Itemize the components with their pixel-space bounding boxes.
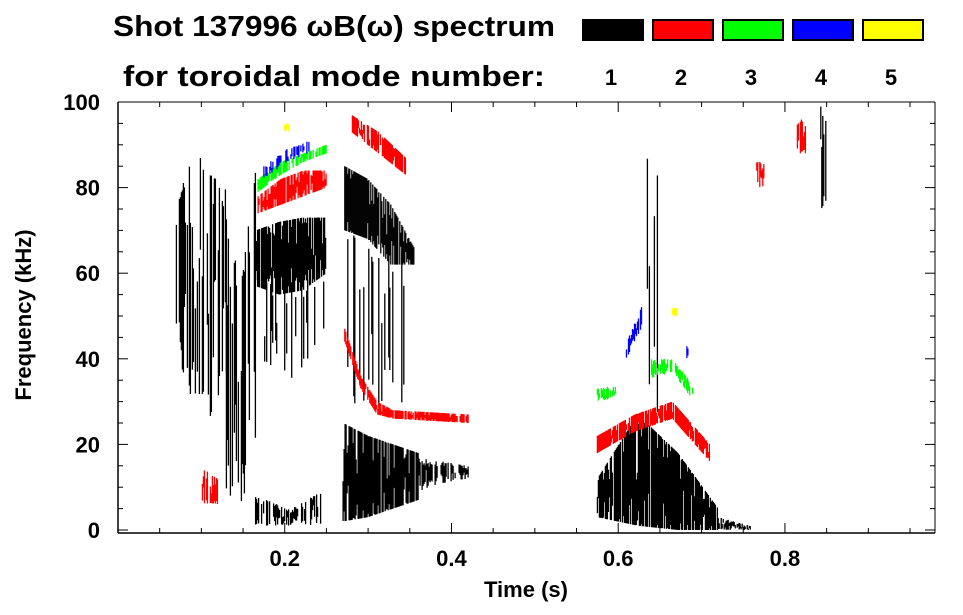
mode-1-feature (820, 106, 827, 209)
legend-swatch-mode-3 (722, 19, 784, 41)
y-tick-label: 80 (76, 176, 100, 201)
legend-label-mode-3: 3 (745, 65, 757, 90)
mode-1-feature (596, 416, 719, 530)
mode-2-feature (201, 470, 219, 504)
x-tick-label: 0.2 (269, 546, 300, 571)
chart-title: Shot 137996 ωB(ω) spectrum (113, 11, 555, 43)
x-tick-label: 0.8 (770, 546, 801, 571)
mode-1-feature (254, 217, 327, 295)
legend-swatch-mode-4 (792, 19, 854, 41)
mode-1-feature (225, 172, 257, 502)
mode-1-feature (254, 493, 322, 526)
legend-swatch-mode-5 (862, 19, 924, 41)
y-tick-label: 0 (88, 518, 100, 543)
axes: 0.2 0.4 0.6 0.8 0 20 40 60 80 100 (63, 90, 936, 571)
mode-2-feature (257, 170, 327, 214)
mode-4-feature (263, 141, 310, 178)
mode-2-feature (344, 328, 394, 418)
mode-4-feature (686, 346, 689, 359)
mode-1-feature (344, 166, 415, 265)
mode-2-feature (796, 119, 807, 154)
mode-1-feature (417, 458, 469, 490)
mode-3-feature (650, 358, 694, 396)
mode-1-feature (347, 235, 405, 407)
mode-2-feature (351, 115, 407, 175)
legend-swatch-mode-1 (582, 19, 644, 41)
mode-5-feature (671, 307, 678, 316)
chart-subtitle: for toroidal mode number: (123, 61, 545, 93)
x-tick-label: 0.6 (603, 546, 634, 571)
mode-3-feature (596, 386, 617, 401)
y-tick-label: 20 (76, 432, 100, 457)
legend-label-mode-5: 5 (885, 65, 897, 90)
mode-5-feature (284, 123, 290, 132)
legend: 1 2 3 4 5 (582, 19, 924, 90)
mode-4-feature (625, 307, 643, 358)
mode-2-feature (756, 162, 765, 187)
mode-1-feature (717, 518, 751, 530)
y-tick-label: 100 (63, 90, 100, 115)
mode-1-feature (264, 279, 325, 378)
legend-swatch-mode-2 (652, 19, 714, 41)
x-axis-label: Time (s) (484, 577, 568, 602)
y-axis-label: Frequency (kHz) (11, 229, 36, 400)
mode-1-feature (175, 158, 228, 416)
legend-label-mode-4: 4 (815, 65, 828, 90)
y-tick-label: 60 (76, 261, 100, 286)
x-tick-label: 0.4 (436, 546, 467, 571)
mode-2-feature (392, 410, 469, 423)
mode-1-feature (342, 424, 419, 522)
legend-label-mode-2: 2 (675, 65, 687, 90)
legend-label-mode-1: 1 (605, 65, 617, 90)
mode-2-feature (596, 402, 711, 461)
spectrogram-marks (175, 106, 827, 530)
y-tick-label: 40 (76, 347, 100, 372)
